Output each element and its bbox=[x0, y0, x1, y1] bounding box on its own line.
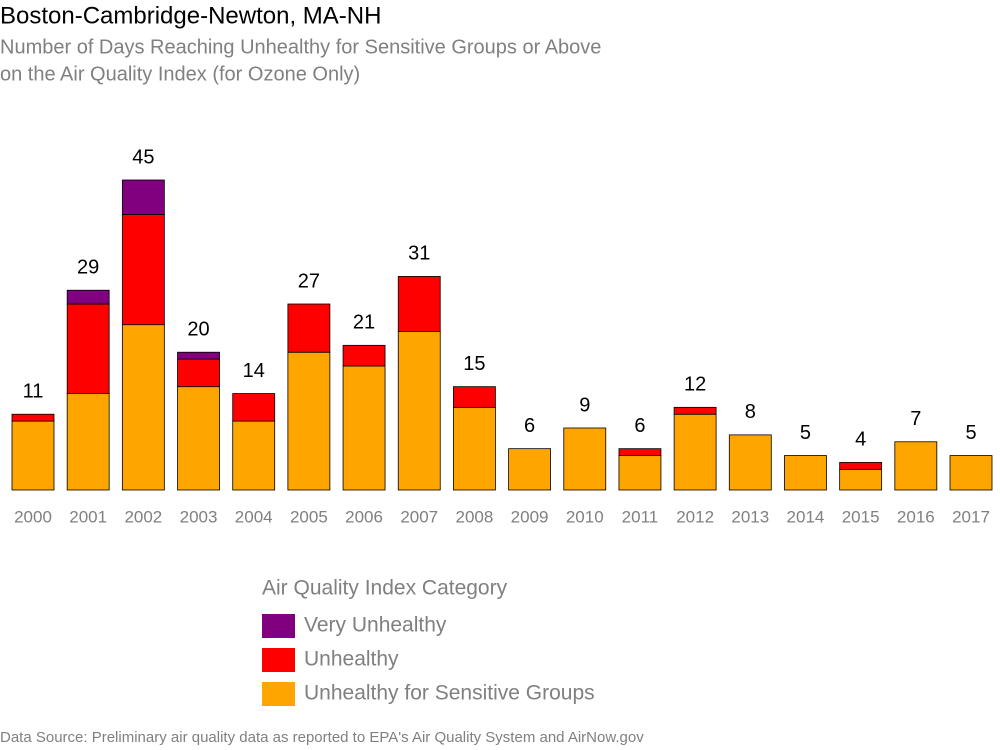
x-tick-label: 2000 bbox=[14, 507, 52, 526]
bar-segment bbox=[453, 386, 496, 408]
bar-segment bbox=[177, 386, 220, 491]
data-label: 45 bbox=[132, 146, 154, 168]
data-label: 8 bbox=[745, 401, 756, 423]
data-label: 21 bbox=[353, 312, 375, 334]
x-tick-label: 2015 bbox=[842, 507, 880, 526]
bar-segment bbox=[287, 303, 331, 353]
data-label: 4 bbox=[855, 429, 866, 451]
bar-segment bbox=[66, 303, 110, 394]
data-label: 12 bbox=[684, 374, 706, 396]
chart-subtitle: on the Air Quality Index (for Ozone Only… bbox=[0, 63, 360, 85]
data-label: 9 bbox=[579, 394, 590, 416]
data-label: 31 bbox=[408, 243, 430, 265]
x-tick-label: 2017 bbox=[952, 507, 990, 526]
bar-segment bbox=[563, 427, 607, 491]
legend-label: Very Unhealthy bbox=[304, 614, 447, 637]
data-label: 7 bbox=[910, 408, 921, 430]
bar-segment bbox=[66, 393, 110, 491]
data-label: 6 bbox=[524, 415, 535, 437]
bar-segment bbox=[66, 289, 110, 305]
x-tick-label: 2012 bbox=[676, 507, 714, 526]
x-tick-label: 2011 bbox=[622, 507, 659, 526]
x-tick-label: 2009 bbox=[511, 507, 549, 526]
legend-label: Unhealthy for Sensitive Groups bbox=[304, 682, 595, 705]
x-tick-label: 2016 bbox=[897, 507, 935, 526]
x-tick-label: 2001 bbox=[69, 507, 107, 526]
data-label: 15 bbox=[463, 353, 485, 375]
legend-swatch bbox=[262, 648, 295, 672]
data-label: 11 bbox=[23, 381, 44, 403]
data-label: 5 bbox=[800, 422, 811, 444]
data-label: 29 bbox=[77, 257, 99, 279]
chart-title: Boston-Cambridge-Newton, MA-NH bbox=[0, 2, 381, 29]
x-tick-label: 2007 bbox=[400, 507, 438, 526]
bar-segment bbox=[784, 455, 827, 491]
bar-segment bbox=[397, 331, 441, 491]
legend-swatch bbox=[262, 682, 295, 706]
bar-segment bbox=[618, 455, 662, 491]
bar-segment bbox=[11, 413, 55, 422]
bar-segment bbox=[342, 365, 386, 491]
data-label: 20 bbox=[187, 319, 209, 341]
bar-segment bbox=[508, 448, 551, 491]
bar-segment bbox=[839, 468, 883, 491]
data-label: 14 bbox=[243, 360, 265, 382]
legend-swatch bbox=[262, 614, 295, 638]
x-tick-label: 2003 bbox=[180, 507, 218, 526]
bar-segment bbox=[342, 344, 386, 367]
x-tick-label: 2006 bbox=[345, 507, 383, 526]
data-label: 6 bbox=[634, 415, 645, 437]
bar-segment bbox=[673, 406, 717, 415]
bar-segment bbox=[839, 462, 883, 470]
x-tick-label: 2013 bbox=[731, 507, 769, 526]
x-tick-label: 2008 bbox=[455, 507, 493, 526]
bar-segment bbox=[121, 214, 165, 326]
x-tick-label: 2010 bbox=[566, 507, 604, 526]
bar-segment bbox=[673, 413, 717, 491]
bar-segment bbox=[177, 358, 220, 388]
bar-segment bbox=[232, 393, 276, 422]
legend-title: Air Quality Index Category bbox=[262, 577, 508, 600]
x-tick-label: 2002 bbox=[124, 507, 162, 526]
bar-segment bbox=[287, 351, 331, 491]
source-note: Data Source: Preliminary air quality dat… bbox=[0, 729, 644, 746]
bar-segment bbox=[453, 406, 496, 491]
x-tick-label: 2004 bbox=[235, 507, 273, 526]
bar-segment bbox=[949, 455, 993, 491]
chart-subtitle: Number of Days Reaching Unhealthy for Se… bbox=[0, 36, 601, 58]
bar-segment bbox=[397, 276, 441, 332]
bar-segment bbox=[618, 448, 662, 456]
bar-segment bbox=[728, 434, 772, 491]
bar-segment bbox=[121, 179, 165, 215]
x-tick-label: 2014 bbox=[787, 507, 825, 526]
bar-segment bbox=[894, 441, 938, 491]
x-tick-label: 2005 bbox=[290, 507, 328, 526]
bar-segment bbox=[177, 351, 220, 360]
legend-label: Unhealthy bbox=[304, 648, 399, 671]
data-label: 5 bbox=[965, 422, 976, 444]
data-label: 27 bbox=[298, 270, 320, 292]
bar-segment bbox=[232, 420, 276, 491]
bar-segment bbox=[121, 324, 165, 491]
bar-segment bbox=[11, 420, 55, 491]
